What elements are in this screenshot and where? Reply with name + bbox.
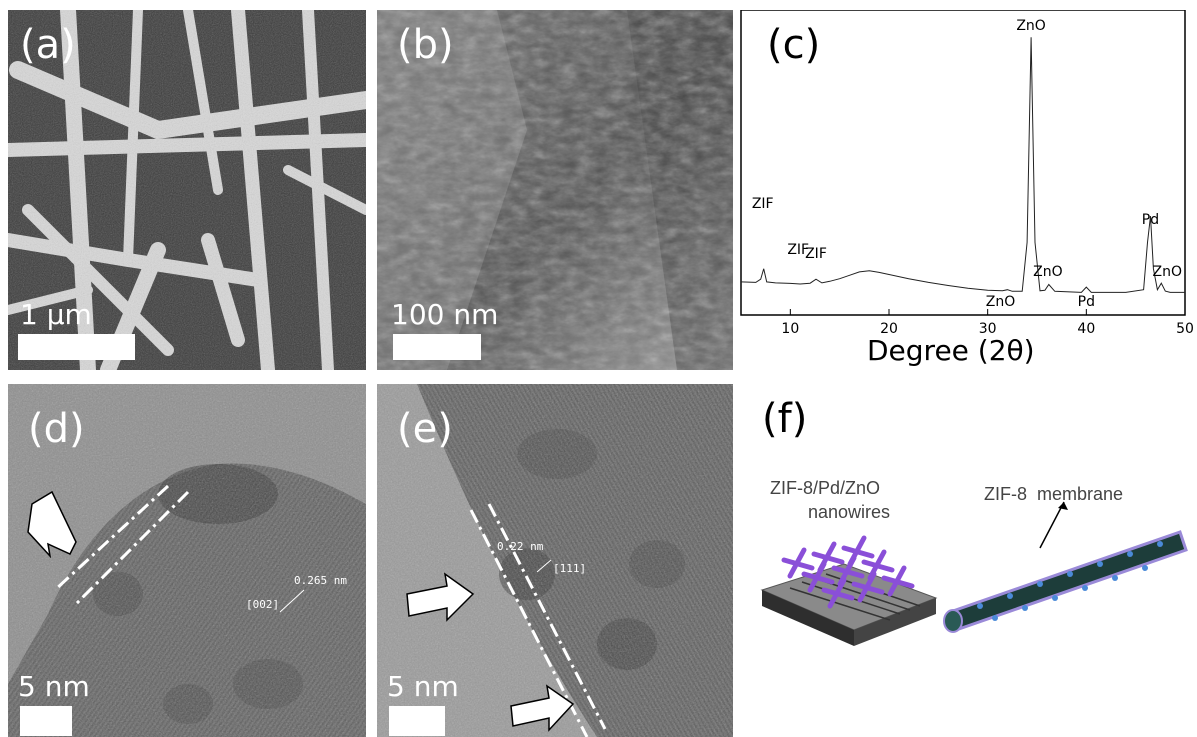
peak-annotation: ZnO: [1033, 264, 1062, 280]
x-axis-label: Degree (2θ): [867, 334, 1035, 367]
panel-label-c: (c): [767, 22, 821, 68]
x-tick-label: 10: [781, 321, 799, 337]
scale-bar-b: [393, 334, 481, 360]
scale-bar-label-b: 100 nm: [391, 298, 499, 331]
nanowires: [781, 535, 915, 609]
series-line: [740, 37, 1185, 293]
device-label-line2: nanowires: [808, 502, 891, 522]
x-tick-label: 20: [880, 321, 898, 337]
arrow-icon: [510, 684, 575, 732]
panel-label-b: (b): [397, 22, 454, 68]
tem-image-d: [8, 384, 366, 737]
panel-label-f: (f): [762, 396, 808, 442]
peak-annotation: ZIF: [787, 242, 809, 258]
panel-label-e: (e): [397, 406, 453, 452]
scale-bar-d: [20, 706, 72, 736]
lattice-spacing-e: 0.22 nm: [497, 540, 544, 553]
x-tick-label: 30: [979, 321, 997, 337]
peak-annotation: Pd: [1078, 294, 1095, 310]
membrane-label: ZIF-8 membrane: [984, 484, 1124, 504]
peak-annotation: ZIF: [752, 196, 774, 212]
scale-bar-e: [389, 706, 445, 736]
tem-image-e: [377, 384, 733, 737]
scale-bar-label-e: 5 nm: [387, 670, 459, 703]
lattice-spacing-d: 0.265 nm: [294, 574, 347, 587]
schematic-f: [740, 384, 1197, 737]
peak-annotation: ZnO: [1152, 264, 1181, 280]
pointer-arrow: [1039, 501, 1065, 549]
peak-annotation: ZnO: [986, 294, 1015, 310]
lattice-plane-d: [002]: [246, 598, 280, 611]
arrow-icon: [27, 490, 77, 559]
membrane-tube: [943, 530, 1188, 633]
peak-annotation: ZIF: [805, 246, 827, 262]
panel-a: (a) 1 μm: [8, 10, 366, 370]
panel-c: 10 20 30 40 50 ZnO ZIF ZIF ZIF ZnO ZnO Pd Pd ZnO Deg…: [737, 10, 1197, 372]
scale-bar-label-a: 1 μm: [20, 298, 92, 331]
panel-e: (e) 0.22 nm [111] 5 nm: [377, 384, 733, 737]
peak-annotation: ZnO: [1016, 18, 1045, 34]
arrow-icon: [406, 572, 475, 622]
scale-bar-label-d: 5 nm: [18, 670, 90, 703]
scale-bar-a: [18, 334, 135, 360]
sem-image-b: [377, 10, 733, 370]
panel-label-d: (d): [28, 406, 85, 452]
plot-frame: [740, 10, 1186, 316]
peak-annotation: Pd: [1142, 212, 1159, 228]
panel-b: (b) 100 nm: [377, 10, 733, 370]
device-label-line1: ZIF-8/Pd/ZnO: [770, 478, 881, 498]
panel-label-a: (a): [20, 22, 76, 68]
x-tick-label: 40: [1077, 321, 1095, 337]
x-tick-label: 50: [1176, 321, 1194, 337]
lattice-plane-e: [111]: [553, 562, 587, 575]
panel-f: (f) ZIF-8/Pd/ZnO nanowires ZIF-8 membran…: [740, 384, 1197, 737]
sem-image-a: [8, 10, 366, 370]
panel-d: (d) 0.265 nm [002] 5 nm: [8, 384, 366, 737]
